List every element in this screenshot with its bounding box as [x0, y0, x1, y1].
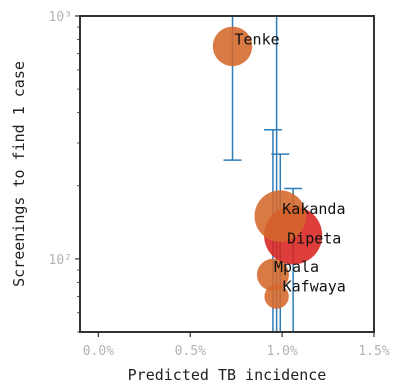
- y-axis-label: Screenings to find 1 case: [10, 61, 28, 287]
- point-label-tenke: Tenke: [235, 30, 280, 48]
- point-kafwaya: [264, 284, 289, 309]
- plot-frame: [79, 15, 375, 333]
- y-axis-ticks: 10² 10³: [49, 10, 80, 333]
- x-axis-ticks: 0.0% 0.5% 1.0% 1.5%: [83, 332, 390, 359]
- point-label-mpala: Mpala: [274, 258, 319, 276]
- point-label-kakanda: Kakanda: [282, 200, 345, 218]
- data-points: [212, 26, 323, 309]
- x-tick-label: 0.5%: [175, 344, 206, 359]
- point-label-kafwaya: Kafwaya: [283, 278, 346, 296]
- point-mpala: [256, 258, 289, 291]
- y-tick-label: 10³: [49, 10, 72, 25]
- point-labels: Tenke Kakanda Dipeta Mpala Kafwaya: [235, 30, 346, 295]
- point-label-dipeta: Dipeta: [287, 229, 341, 247]
- x-tick-label: 0.0%: [83, 344, 114, 359]
- point-kakanda: [254, 190, 307, 242]
- x-tick-label: 1.0%: [266, 344, 297, 359]
- point-tenke: [212, 26, 253, 67]
- y-tick-label: 10²: [49, 253, 72, 268]
- x-tick-label: 1.5%: [358, 344, 389, 359]
- x-axis-label: Predicted TB incidence: [128, 366, 327, 384]
